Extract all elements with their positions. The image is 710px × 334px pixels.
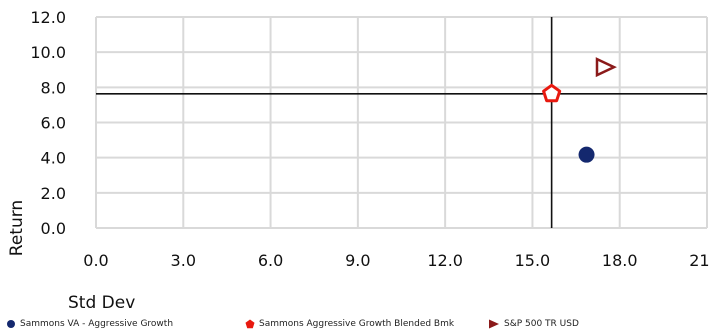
- legend: Sammons VA - Aggressive Growth Sammons A…: [6, 319, 706, 333]
- x-tick-label: 0.0: [83, 251, 108, 270]
- point-triangle: [595, 57, 617, 78]
- y-tick-labels: 0.0 2.0 4.0 6.0 8.0 10.0 12.0: [30, 8, 66, 238]
- x-axis-title: Std Dev: [68, 293, 135, 313]
- y-tick-label: 12.0: [30, 8, 66, 27]
- x-tick-label: 3.0: [171, 251, 196, 270]
- point-pentagon: [542, 83, 562, 103]
- x-tick-label: 18.0: [602, 251, 638, 270]
- legend-label: S&P 500 TR USD: [504, 319, 579, 329]
- data-points: [542, 57, 617, 163]
- x-tick-label: 6.0: [258, 251, 283, 270]
- y-tick-label: 4.0: [41, 149, 66, 168]
- grid-lines: [95, 16, 708, 229]
- x-tick-labels: 0.0 3.0 6.0 9.0 12.0 15.0 18.0 21.0: [83, 251, 710, 270]
- triangle-icon: [489, 319, 499, 329]
- x-tick-label: 21.0: [689, 251, 710, 270]
- y-tick-label: 10.0: [30, 43, 66, 62]
- legend-item-blended-bmk: Sammons Aggressive Growth Blended Bmk: [245, 319, 454, 329]
- legend-item-aggressive-growth: Sammons VA - Aggressive Growth: [6, 319, 173, 329]
- y-tick-label: 0.0: [41, 219, 66, 238]
- legend-label: Sammons Aggressive Growth Blended Bmk: [259, 319, 455, 329]
- circle-icon: [7, 320, 15, 328]
- y-tick-label: 6.0: [41, 114, 66, 133]
- point-circle: [578, 146, 595, 163]
- benchmark-crosshair: [96, 17, 707, 228]
- scatter-chart: 0.0 3.0 6.0 9.0 12.0 15.0 18.0 21.0 0.0 2.0 4.0 6.…: [7, 8, 710, 313]
- legend-label: Sammons VA - Aggressive Growth: [20, 319, 174, 329]
- x-tick-label: 15.0: [515, 251, 551, 270]
- y-axis-title: Return: [7, 200, 27, 256]
- legend-item-sp500: S&P 500 TR USD: [488, 319, 579, 329]
- pentagon-icon: [245, 319, 255, 329]
- x-tick-label: 9.0: [345, 251, 370, 270]
- y-tick-label: 8.0: [41, 78, 66, 97]
- x-tick-label: 12.0: [427, 251, 463, 270]
- y-tick-label: 2.0: [41, 184, 66, 203]
